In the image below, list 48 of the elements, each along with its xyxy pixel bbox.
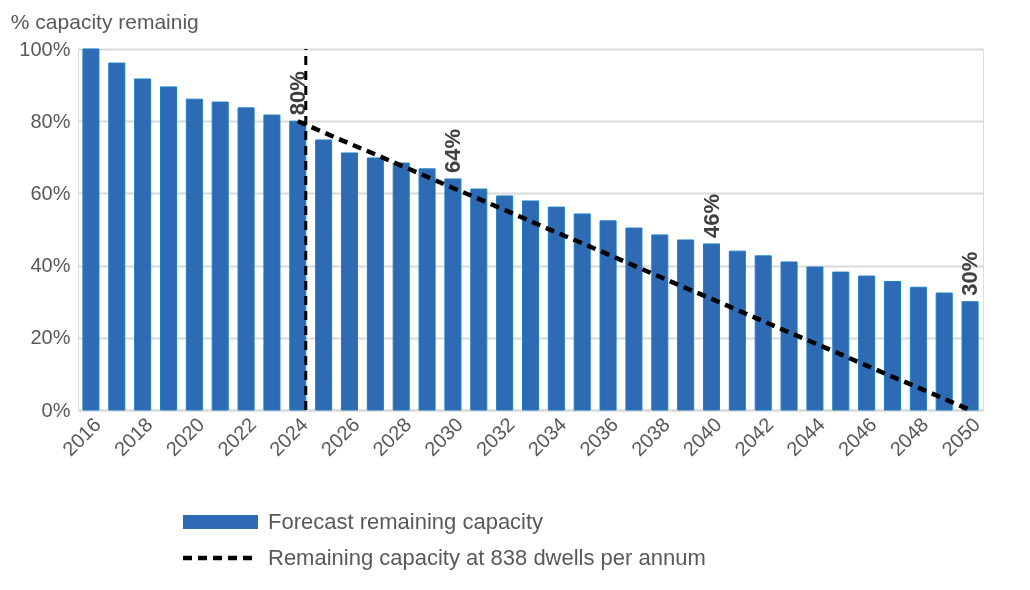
bar xyxy=(340,152,359,411)
bar xyxy=(806,266,824,411)
bar xyxy=(599,220,617,411)
data-label: 46% xyxy=(698,193,724,238)
bar xyxy=(315,139,333,411)
bar xyxy=(470,188,488,411)
bar xyxy=(858,275,876,411)
legend-label: Remaining capacity at 838 dwells per annum xyxy=(268,545,706,570)
bar xyxy=(547,206,565,411)
bar xyxy=(832,271,850,411)
bar xyxy=(521,200,540,411)
bar xyxy=(883,280,902,411)
bar xyxy=(134,78,152,411)
bar xyxy=(263,114,281,411)
legend-label: Forecast remaining capacity xyxy=(268,509,544,534)
bar xyxy=(625,227,643,411)
bar xyxy=(289,120,307,411)
bar xyxy=(780,261,798,411)
bar xyxy=(418,168,436,411)
data-label: 80% xyxy=(284,71,310,116)
y-tick-label: 60% xyxy=(30,181,71,204)
y-tick-label: 80% xyxy=(30,109,71,132)
bar xyxy=(366,157,384,411)
bar xyxy=(444,178,462,411)
bar xyxy=(573,213,591,411)
bar xyxy=(237,107,255,411)
bar xyxy=(496,195,514,411)
bar xyxy=(108,62,126,411)
y-tick-label: 0% xyxy=(41,398,71,421)
bar xyxy=(754,255,772,411)
bar xyxy=(185,98,203,411)
y-tick-label: 40% xyxy=(30,254,71,277)
bar xyxy=(677,239,695,411)
bar xyxy=(159,86,178,411)
data-label: 64% xyxy=(439,128,465,173)
bar xyxy=(392,162,410,411)
bar xyxy=(909,286,927,411)
bar xyxy=(728,250,746,411)
bar xyxy=(961,301,979,411)
y-tick-label: 20% xyxy=(30,326,71,349)
bar xyxy=(211,101,229,411)
bar xyxy=(82,48,100,411)
bar xyxy=(935,292,953,411)
bar xyxy=(702,243,721,411)
bar xyxy=(651,234,669,411)
data-label: 30% xyxy=(957,251,983,296)
chart-title: % capacity remainig xyxy=(10,10,199,33)
y-tick-label: 100% xyxy=(19,37,71,60)
